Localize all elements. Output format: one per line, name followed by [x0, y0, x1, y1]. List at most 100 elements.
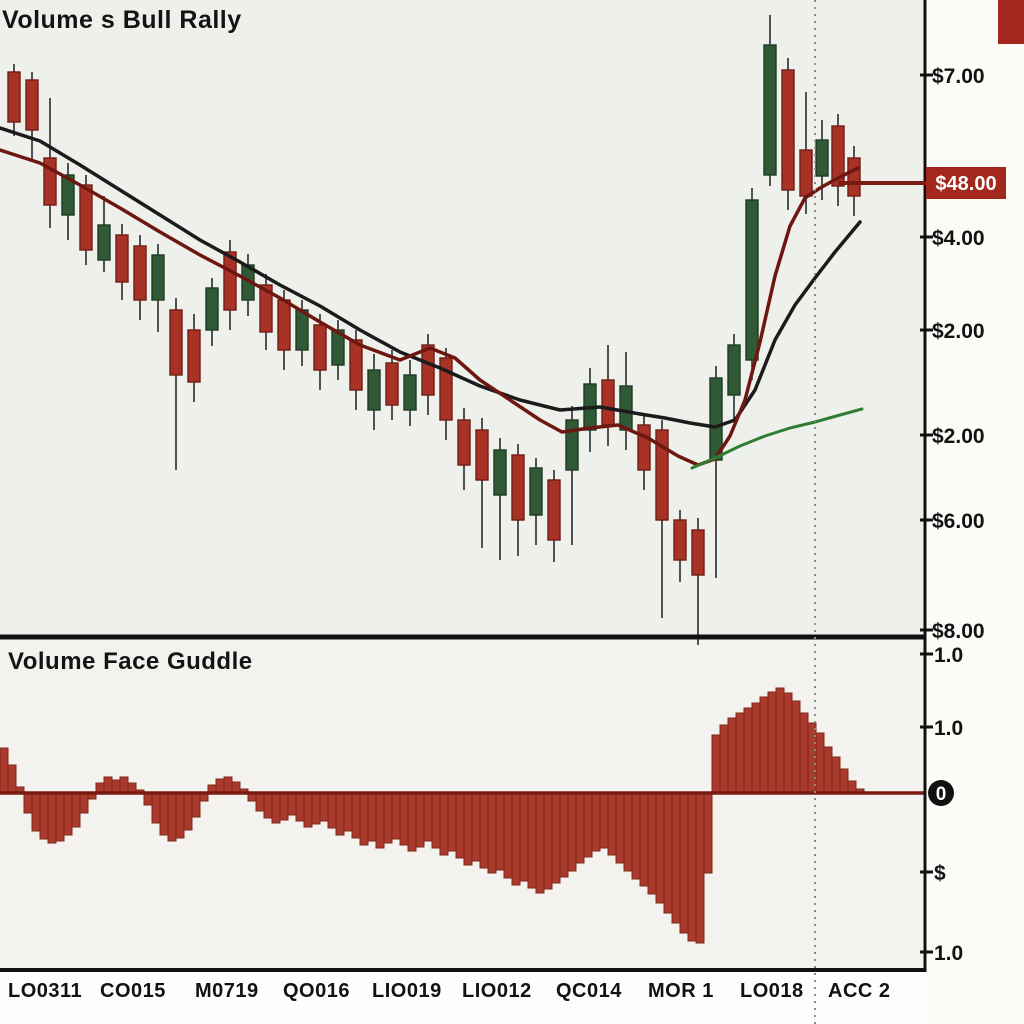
- candle-bullish: [619, 385, 633, 431]
- oscillator-bar: [463, 792, 473, 866]
- oscillator-bar: [319, 792, 329, 822]
- candle-bearish: [421, 344, 435, 396]
- x-axis-labels: LO0311 CO015 M0719 QO016 LIO019 LIO012 QC014 MO…: [8, 980, 890, 1002]
- oscillator-bar: [255, 792, 265, 812]
- candle-bearish: [511, 454, 525, 521]
- oscillator-bar: [519, 792, 529, 882]
- oscillator-bar: [23, 792, 33, 814]
- x-axis-label: LO0311: [8, 980, 82, 1002]
- candle-bearish: [259, 284, 273, 333]
- candle-bearish: [601, 379, 615, 426]
- price-axis-label: $4.00: [932, 227, 985, 250]
- candle-bullish: [97, 224, 111, 261]
- oscillator-bar: [31, 792, 41, 832]
- candle-bullish: [205, 287, 219, 331]
- oscillator-bar: [767, 691, 777, 794]
- candle-bullish: [815, 139, 829, 177]
- candle-bearish: [187, 329, 201, 383]
- oscillator-bar: [839, 768, 849, 794]
- candle-bearish: [673, 519, 687, 561]
- oscillator-bar: [415, 792, 425, 848]
- candle-bullish: [529, 467, 543, 516]
- oscillator-bar: [223, 776, 233, 794]
- x-axis-label: LO018: [740, 980, 804, 1002]
- oscillator-panel-title: Volume Face Guddle: [8, 648, 253, 675]
- oscillator-bar: [55, 792, 65, 842]
- oscillator-bar: [679, 792, 689, 934]
- oscillator-bar: [279, 792, 289, 821]
- oscillator-bar: [671, 792, 681, 924]
- oscillator-bar: [423, 792, 433, 842]
- candle-bullish: [709, 377, 723, 461]
- oscillator-bar: [111, 779, 121, 794]
- candle-bearish: [223, 251, 237, 311]
- candle-bearish: [385, 362, 399, 406]
- oscillator-bar: [383, 792, 393, 844]
- chart-title: Volume s Bull Rally: [2, 6, 242, 34]
- oscillator-bar: [431, 792, 441, 849]
- oscillator-bar: [79, 792, 89, 814]
- candle-bearish: [277, 299, 291, 351]
- price-marker: $48.00: [838, 167, 1006, 199]
- oscillator-bar: [687, 792, 697, 942]
- candle-bearish: [115, 234, 129, 283]
- oscillator-bar: [183, 792, 193, 831]
- oscillator-bar: [847, 780, 857, 794]
- candle-bullish: [151, 254, 165, 301]
- oscillator-bar: [287, 792, 297, 816]
- candle-bearish: [169, 309, 183, 376]
- ma-black: [0, 126, 862, 429]
- price-axis-labels: $7.00 $4.00 $2.00 $2.00 $6.00 $8.00: [920, 65, 985, 643]
- oscillator-axis-label: $: [934, 862, 946, 885]
- oscillator-bar: [367, 792, 377, 842]
- oscillator-bar: [359, 792, 369, 846]
- candle-bearish: [691, 529, 705, 576]
- oscillator-bar: [591, 792, 601, 852]
- price-axis-label: $2.00: [932, 320, 985, 343]
- oscillator-bar: [351, 792, 361, 839]
- oscillator-bar: [407, 792, 417, 852]
- oscillator-bar: [567, 792, 577, 872]
- oscillator-bar: [0, 747, 9, 794]
- oscillator-bar: [703, 792, 713, 874]
- oscillator-bar: [39, 792, 49, 840]
- candle-bodies: [7, 44, 861, 576]
- price-axis-label: $8.00: [932, 620, 985, 643]
- oscillator-bar: [471, 792, 481, 862]
- oscillator-bar: [551, 792, 561, 884]
- candle-bearish: [349, 339, 363, 391]
- oscillator-axis-label: 1.0: [934, 644, 963, 667]
- candle-bullish: [493, 449, 507, 496]
- candle-bearish: [799, 149, 813, 197]
- oscillator-bar: [503, 792, 513, 879]
- oscillator-bar: [47, 792, 57, 844]
- oscillator-bar: [119, 776, 129, 794]
- oscillator-bar: [783, 692, 793, 794]
- oscillator-bar: [751, 702, 761, 794]
- oscillator-bar: [559, 792, 569, 878]
- oscillator-bar: [487, 792, 497, 874]
- candle-bearish: [547, 479, 561, 541]
- oscillator-bar: [191, 792, 201, 818]
- oscillator-bar: [447, 792, 457, 852]
- corner-red-blob: [998, 0, 1024, 44]
- candle-bullish: [403, 374, 417, 411]
- oscillator-bar: [479, 792, 489, 869]
- oscillator-bar: [399, 792, 409, 846]
- candle-bullish: [61, 174, 75, 216]
- oscillator-bar: [103, 776, 113, 794]
- oscillator-bar: [271, 792, 281, 824]
- oscillator-bar: [615, 792, 625, 864]
- oscillator-bar: [335, 792, 345, 836]
- oscillator-bar: [455, 792, 465, 859]
- candle-bullish: [565, 419, 579, 471]
- oscillator-bar: [831, 756, 841, 794]
- oscillator-bar: [215, 778, 225, 794]
- oscillator-bar: [639, 792, 649, 887]
- oscillator-bar: [159, 792, 169, 836]
- oscillator-bar: [527, 792, 537, 889]
- oscillator-bar: [495, 792, 505, 871]
- candle-bullish: [727, 344, 741, 396]
- oscillator-bar: [623, 792, 633, 872]
